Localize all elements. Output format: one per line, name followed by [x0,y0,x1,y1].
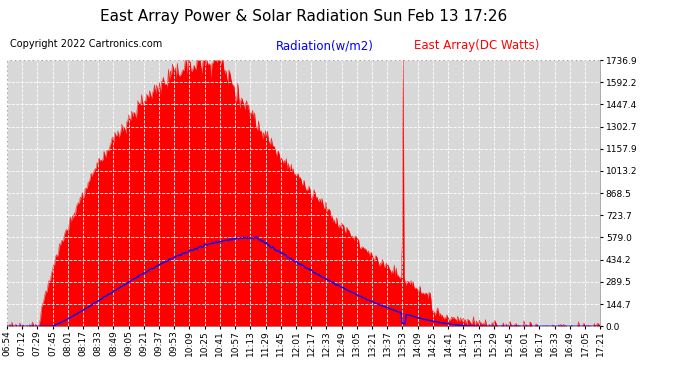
Text: Copyright 2022 Cartronics.com: Copyright 2022 Cartronics.com [10,39,163,50]
Text: Radiation(w/m2): Radiation(w/m2) [276,39,374,53]
Text: East Array(DC Watts): East Array(DC Watts) [414,39,540,53]
Text: East Array Power & Solar Radiation Sun Feb 13 17:26: East Array Power & Solar Radiation Sun F… [100,9,507,24]
